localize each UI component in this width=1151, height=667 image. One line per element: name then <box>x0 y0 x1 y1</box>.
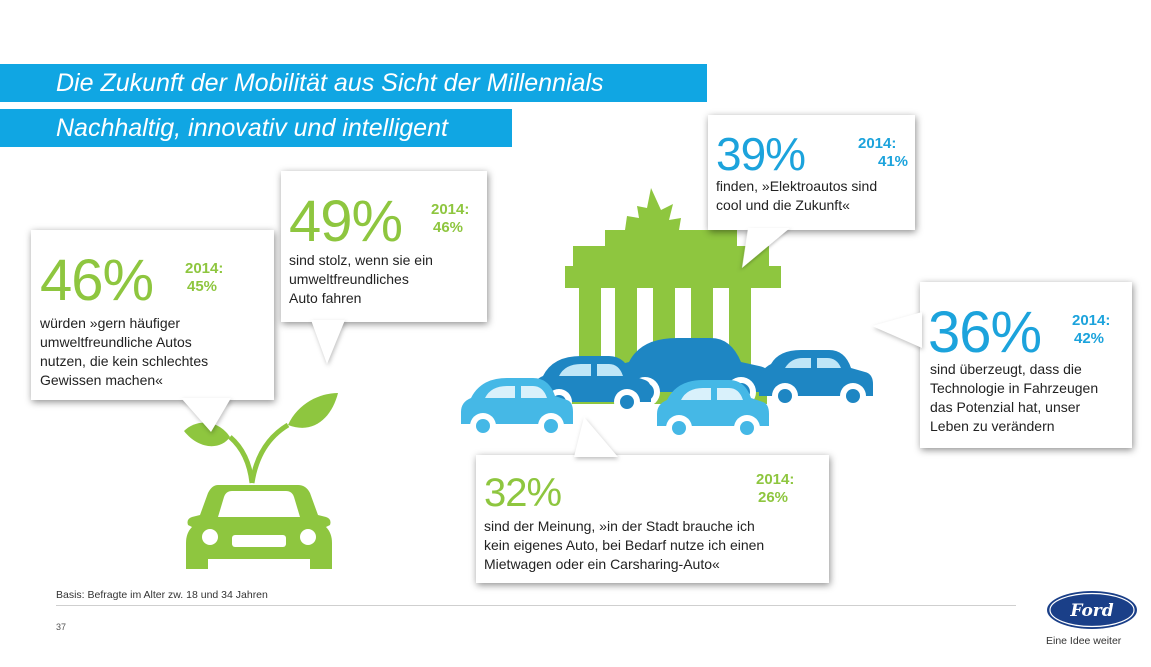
survey-basis-note: Basis: Befragte im Alter zw. 18 und 34 J… <box>56 589 268 601</box>
stat-2014-label: 2014: <box>756 471 795 488</box>
footer-divider <box>56 605 1016 606</box>
stat-card-46: 46% 2014: 45% würden »gern häufiger umwe… <box>31 230 274 432</box>
stat-card-49: 49% 2014: 46% sind stolz, wenn sie ein u… <box>281 171 487 364</box>
stat-2014-value: 46% <box>433 219 464 236</box>
stat-2014-label: 2014: <box>1072 312 1111 329</box>
stat-2014-value: 42% <box>1074 330 1105 347</box>
stat-card-39: 39% 2014: 41% finden, »Elektroautos sind… <box>708 115 915 268</box>
svg-text:Ford: Ford <box>1069 601 1113 621</box>
ford-logo: Ford <box>1047 591 1137 629</box>
car-side-icon <box>461 338 873 441</box>
stat-card-32: 32% 2014: 26% sind der Meinung, »in der … <box>476 417 829 583</box>
brand-tagline: Eine Idee weiter <box>1046 635 1122 647</box>
stat-percent: 39% <box>716 128 806 180</box>
page-subtitle: Nachhaltig, innovativ und intelligent <box>0 109 512 147</box>
stat-percent: 32% <box>484 471 562 515</box>
bubble-tail <box>311 320 345 364</box>
stat-percent: 49% <box>289 189 403 254</box>
stat-percent: 36% <box>928 300 1042 365</box>
page-number: 37 <box>56 622 67 632</box>
bubble-tail <box>872 312 922 348</box>
stat-2014-value: 45% <box>187 278 218 295</box>
eco-car-sprout-illustration <box>184 393 338 569</box>
bubble-tail <box>181 398 231 432</box>
stat-percent: 46% <box>40 248 154 313</box>
stat-2014-value: 41% <box>878 153 909 170</box>
bubble-tail <box>574 417 618 457</box>
stat-description: finden, »Elektroautos sind cool und die … <box>716 178 878 213</box>
stat-description: sind überzeugt, dass die Technologie in … <box>930 361 1099 434</box>
stat-description: würden »gern häufiger umweltfreundliche … <box>40 315 209 388</box>
stat-card-36: 36% 2014: 42% sind überzeugt, dass die T… <box>872 282 1132 448</box>
page-title: Die Zukunft der Mobilität aus Sicht der … <box>0 64 707 102</box>
stat-2014-label: 2014: <box>858 135 897 152</box>
stat-2014-label: 2014: <box>185 260 224 277</box>
stat-description: sind stolz, wenn sie ein umweltfreundlic… <box>289 252 433 306</box>
stat-2014-value: 26% <box>758 489 789 506</box>
stat-description: sind der Meinung, »in der Stadt brauche … <box>484 518 765 572</box>
city-traffic-illustration <box>461 188 873 441</box>
stat-2014-label: 2014: <box>431 201 470 218</box>
